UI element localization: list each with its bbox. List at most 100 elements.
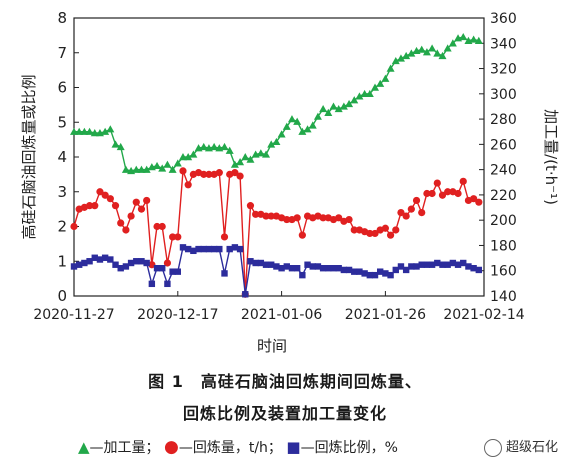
data-point-triangle bbox=[407, 49, 416, 57]
data-point-triangle bbox=[433, 49, 442, 57]
data-point-square bbox=[70, 263, 78, 270]
y-left-tick-label: 4 bbox=[57, 148, 67, 166]
data-point-circle bbox=[132, 198, 140, 206]
data-point-square bbox=[418, 261, 425, 268]
data-point-square bbox=[413, 263, 420, 270]
data-point-triangle bbox=[256, 149, 265, 157]
data-point-square bbox=[159, 265, 166, 272]
data-point-triangle bbox=[298, 127, 307, 135]
data-point-square bbox=[444, 261, 451, 268]
y-left-tick-label: 6 bbox=[57, 79, 67, 97]
data-point-triangle bbox=[142, 165, 151, 173]
x-tick-label: 2021-01-06 bbox=[241, 307, 322, 323]
data-point-square bbox=[460, 259, 467, 267]
data-point-triangle bbox=[101, 127, 110, 135]
data-point-square bbox=[345, 266, 353, 274]
data-point-triangle bbox=[422, 48, 431, 56]
y-left-tick-label: 8 bbox=[57, 9, 67, 27]
data-point-triangle bbox=[220, 142, 229, 151]
data-point-triangle bbox=[391, 56, 400, 65]
y-left-tick-label: 1 bbox=[57, 252, 67, 270]
y-right-tick-label: 160 bbox=[490, 264, 517, 280]
data-point-square bbox=[434, 259, 441, 267]
triangle-marker-icon: ▲ bbox=[78, 438, 90, 456]
data-point-circle bbox=[153, 222, 161, 231]
data-point-square bbox=[231, 244, 239, 251]
data-point-square bbox=[293, 265, 301, 272]
x-tick-label: 2021-02-14 bbox=[443, 307, 524, 323]
data-point-square bbox=[148, 280, 156, 288]
data-point-circle bbox=[381, 224, 389, 232]
data-point-triangle bbox=[199, 142, 208, 151]
data-point-triangle bbox=[443, 44, 452, 52]
x-tick-label: 2021-01-26 bbox=[345, 307, 426, 323]
data-point-square bbox=[117, 265, 124, 272]
data-point-triangle bbox=[85, 127, 94, 135]
y-right-tick-label: 360 bbox=[490, 11, 517, 27]
legend: ▲—加工量； ●—回炼量，t/h； ■—回炼比例，% bbox=[78, 437, 398, 457]
data-point-triangle bbox=[428, 44, 437, 52]
data-point-square bbox=[221, 270, 228, 277]
chart-svg: 0 1 2 3 4 5 6 7 8 140 160 180 200 220 240 260 280 300 320 3… bbox=[20, 9, 560, 355]
data-point-square bbox=[107, 256, 114, 263]
data-point-square bbox=[169, 268, 176, 275]
data-point-circle bbox=[169, 233, 177, 241]
data-point-triangle bbox=[396, 54, 405, 62]
data-point-square bbox=[340, 266, 348, 274]
caption-line-2: 回炼比例及装置加工量变化 bbox=[182, 404, 387, 423]
data-point-triangle bbox=[132, 165, 141, 173]
data-point-square bbox=[262, 261, 270, 268]
data-point-square bbox=[475, 266, 483, 274]
data-point-triangle bbox=[80, 127, 89, 135]
data-point-triangle bbox=[210, 142, 219, 151]
data-point-triangle bbox=[313, 112, 322, 120]
data-point-square bbox=[361, 270, 368, 277]
data-point-circle bbox=[106, 195, 114, 203]
data-point-square bbox=[112, 261, 119, 268]
data-point-square bbox=[449, 259, 457, 267]
data-point-triangle bbox=[360, 89, 369, 98]
data-point-circle bbox=[143, 196, 151, 205]
data-point-triangle bbox=[184, 153, 193, 161]
data-point-square bbox=[190, 247, 197, 255]
data-point-triangle bbox=[189, 150, 198, 158]
data-point-triangle bbox=[272, 137, 281, 146]
data-point-circle bbox=[407, 205, 415, 213]
data-point-square bbox=[210, 245, 218, 253]
data-point-circle bbox=[386, 231, 395, 239]
square-marker-icon: ■ bbox=[286, 438, 301, 456]
data-point-triangle bbox=[474, 36, 483, 44]
data-point-circle bbox=[137, 205, 146, 213]
y-right-tick-label: 200 bbox=[490, 213, 517, 229]
data-point-square bbox=[439, 261, 446, 268]
data-point-square bbox=[371, 271, 379, 279]
data-point-circle bbox=[412, 196, 421, 205]
data-point-triangle bbox=[116, 142, 125, 151]
data-point-square bbox=[174, 268, 181, 275]
data-point-circle bbox=[246, 202, 255, 210]
x-tick-label: 2020-12-17 bbox=[137, 307, 218, 323]
data-point-circle bbox=[70, 222, 78, 231]
data-point-circle bbox=[174, 233, 182, 241]
data-point-square bbox=[278, 265, 285, 272]
data-point-circle bbox=[184, 181, 192, 189]
caption-line-1: 图 1 高硅石脑油回炼期间回炼量、 bbox=[148, 372, 422, 391]
data-point-circle bbox=[438, 191, 447, 199]
data-point-triangle bbox=[153, 161, 162, 170]
data-point-circle bbox=[371, 229, 379, 238]
x-tick-label: 2020-11-27 bbox=[33, 307, 114, 323]
series-circle bbox=[70, 167, 483, 298]
data-point-triangle bbox=[262, 150, 271, 158]
data-point-square bbox=[96, 256, 104, 263]
data-point-square bbox=[325, 265, 332, 272]
data-point-circle bbox=[335, 214, 343, 222]
data-point-triangle bbox=[90, 128, 99, 137]
data-point-square bbox=[309, 263, 316, 270]
data-point-triangle bbox=[376, 79, 385, 87]
data-point-circle bbox=[267, 212, 275, 220]
data-point-circle bbox=[428, 189, 436, 198]
data-point-circle bbox=[158, 222, 166, 231]
series-line-circle bbox=[73, 170, 480, 295]
data-point-square bbox=[75, 261, 83, 268]
data-point-circle bbox=[298, 231, 306, 239]
